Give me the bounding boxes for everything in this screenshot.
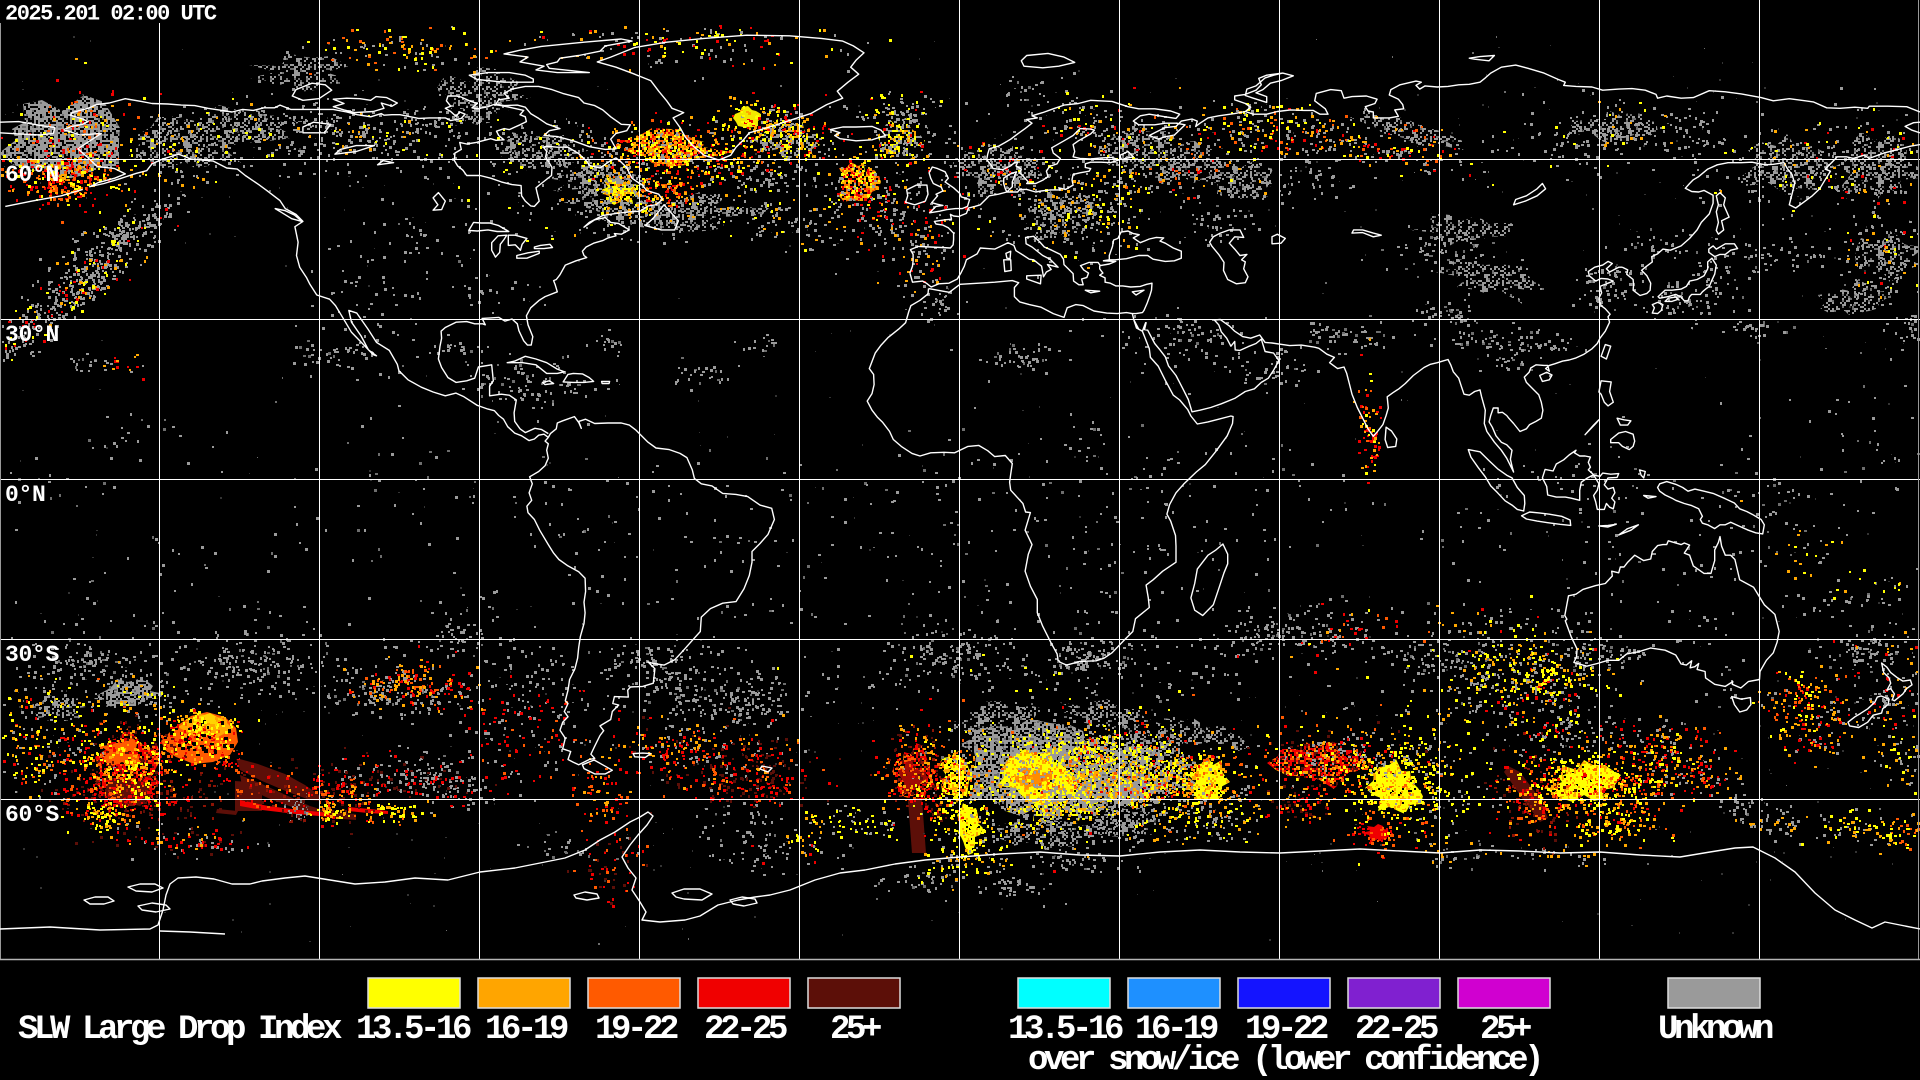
svg-text:60°S: 60°S — [5, 802, 60, 828]
svg-text:2025.201 02:00 UTC: 2025.201 02:00 UTC — [5, 2, 217, 27]
svg-text:16-19: 16-19 — [485, 1011, 568, 1049]
svg-text:13.5-16: 13.5-16 — [1008, 1011, 1123, 1049]
svg-text:25+: 25+ — [1480, 1011, 1531, 1049]
svg-text:22-25: 22-25 — [704, 1011, 787, 1049]
svg-text:22-25: 22-25 — [1355, 1011, 1438, 1049]
svg-text:19-22: 19-22 — [1245, 1011, 1328, 1049]
svg-text:13.5-16: 13.5-16 — [356, 1011, 471, 1049]
svg-text:16-19: 16-19 — [1135, 1011, 1218, 1049]
svg-text:30°S: 30°S — [5, 642, 60, 668]
svg-text:Unknown: Unknown — [1658, 1011, 1773, 1049]
svg-text:19-22: 19-22 — [595, 1011, 678, 1049]
svg-text:over snow/ice (lower confidenc: over snow/ice (lower confidence) — [1028, 1042, 1540, 1080]
svg-text:30°N: 30°N — [5, 322, 59, 348]
svg-text:60°N: 60°N — [5, 162, 59, 188]
svg-text:0°N: 0°N — [5, 482, 46, 508]
svg-text:SLW Large Drop Index: SLW Large Drop Index — [18, 1011, 342, 1049]
svg-text:25+: 25+ — [830, 1011, 881, 1049]
